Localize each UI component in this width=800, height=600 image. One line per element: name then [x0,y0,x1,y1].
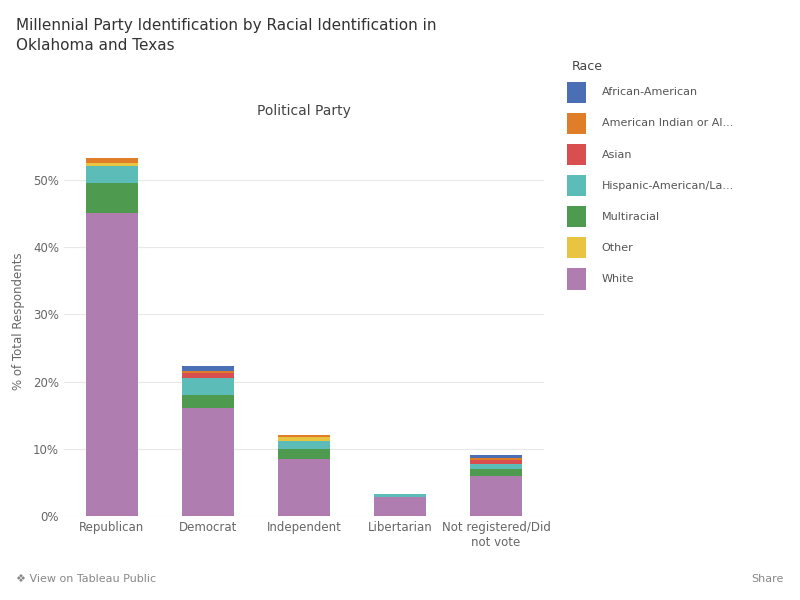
Bar [278,459,330,516]
Text: Millennial Party Identification by Racial Identification in
Oklahoma and Texas: Millennial Party Identification by Racia… [16,18,437,53]
Bar [86,183,138,214]
Bar [182,373,234,378]
Bar [470,469,522,476]
Text: White: White [602,274,634,284]
Y-axis label: % of Total Respondents: % of Total Respondents [12,252,25,390]
Bar [278,440,330,449]
Text: Other: Other [602,242,634,253]
Bar [86,163,138,166]
Bar [86,158,138,163]
FancyBboxPatch shape [567,113,586,134]
Bar [374,497,426,516]
Text: Multiracial: Multiracial [602,212,660,221]
Bar [182,409,234,516]
Bar [470,460,522,464]
Bar [182,378,234,395]
Bar [278,449,330,459]
Bar [182,371,234,373]
Bar [86,166,138,183]
Text: Hispanic-American/La...: Hispanic-American/La... [602,181,734,191]
Text: African-American: African-American [602,88,698,97]
Text: ❖ View on Tableau Public: ❖ View on Tableau Public [16,574,156,584]
Bar [182,366,234,371]
Bar [470,455,522,458]
Bar [374,494,426,497]
FancyBboxPatch shape [567,206,586,227]
Bar [470,476,522,516]
Text: American Indian or Al...: American Indian or Al... [602,118,733,128]
FancyBboxPatch shape [567,144,586,165]
Bar [278,437,330,440]
Bar [86,214,138,516]
Text: Race: Race [571,60,602,73]
FancyBboxPatch shape [567,82,586,103]
FancyBboxPatch shape [567,268,586,289]
Bar [182,395,234,409]
Bar [470,464,522,469]
FancyBboxPatch shape [567,175,586,196]
Text: Share: Share [752,574,784,584]
Bar [278,436,330,437]
Title: Political Party: Political Party [257,104,351,118]
Bar [470,458,522,460]
FancyBboxPatch shape [567,237,586,259]
Text: Asian: Asian [602,149,632,160]
